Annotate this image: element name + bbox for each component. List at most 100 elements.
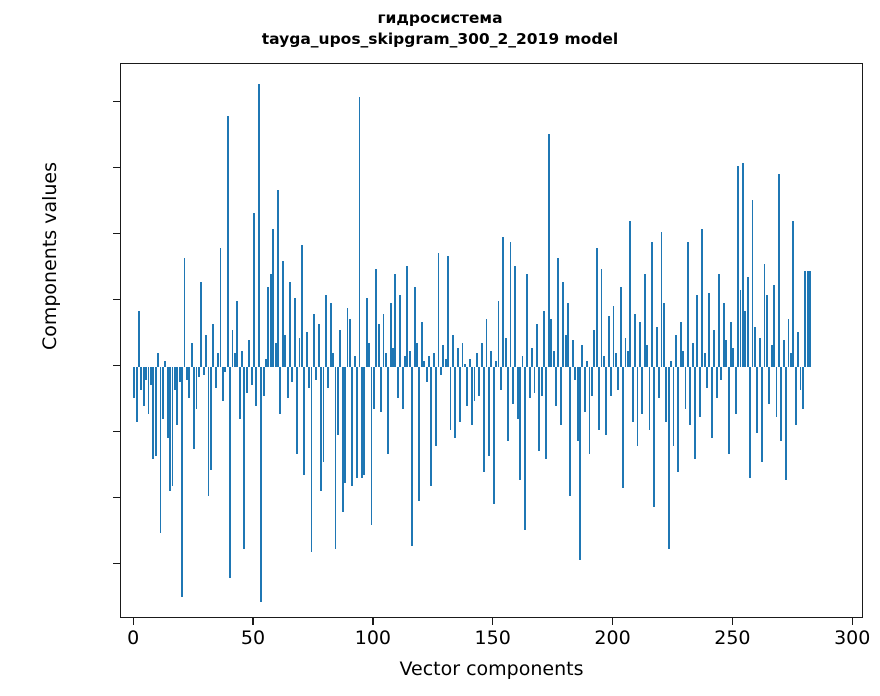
bar [744,311,747,367]
bar [691,342,694,367]
bar [634,313,637,367]
bar [686,242,689,367]
bar [713,329,716,367]
bar [281,260,284,367]
x-tick-label: 100 [354,627,391,649]
bar [185,366,188,380]
bar [612,305,615,367]
bar [684,366,687,409]
bar [209,366,212,470]
bar [574,366,577,380]
bar [514,266,517,367]
bar [140,366,143,391]
bar [765,295,768,367]
bar [231,329,234,367]
bar [449,366,452,431]
bar [706,366,708,388]
bar [641,366,644,415]
bar [555,366,557,407]
bar [188,366,191,399]
bar [241,350,243,367]
bar [492,366,495,505]
bar [499,366,502,391]
bar [207,366,210,497]
bar [296,366,299,454]
bar [375,268,378,367]
bar [730,321,732,367]
bar [622,366,625,489]
bar [368,342,370,367]
bar [358,97,361,367]
bar [571,340,574,367]
bar [636,366,639,446]
bar [722,303,725,367]
bar [272,229,275,367]
bar [593,329,596,367]
bar [677,366,680,473]
y-tick-mark [113,232,120,235]
bar [720,366,723,380]
bar [557,258,560,367]
bar [212,324,215,367]
bar [801,366,804,409]
bar [792,221,795,367]
bar [607,316,610,367]
bar [233,353,236,367]
y-tick-mark [113,497,120,499]
x-axis-label: Vector components [399,658,584,680]
plot-area [120,63,863,618]
bar [794,366,797,425]
bar [727,366,730,454]
bar [286,366,289,399]
bar [442,345,445,367]
bar [547,134,550,367]
bar [260,366,263,602]
bar [799,366,802,391]
bar [535,324,538,367]
bar [787,319,790,367]
bar [313,313,315,367]
bar [257,83,260,367]
x-tick-label: 200 [594,627,631,649]
bar [253,213,255,367]
bar [804,271,807,367]
bar [626,350,629,367]
bar [176,366,179,425]
bar [190,342,193,367]
bar [334,366,337,549]
bar [380,366,382,412]
bar [420,321,423,367]
bar [183,258,186,367]
x-tick-mark [851,618,853,625]
bar [370,366,373,526]
bar [638,321,641,367]
bar [315,366,318,380]
bar [454,366,457,438]
bar [591,366,593,396]
bar [550,319,553,367]
bar [658,366,660,399]
bar [456,348,459,367]
bar [643,274,646,367]
bar [399,295,402,367]
bar [205,334,207,367]
bar [667,366,670,549]
bar [768,366,771,404]
bar [303,366,306,475]
bar [662,303,665,367]
bar [418,366,421,502]
bar [610,366,613,396]
bar [327,366,330,388]
bar [708,292,711,367]
bar [502,237,505,367]
bar [485,319,488,367]
bar [689,366,692,425]
bar [279,366,282,415]
bar [758,337,761,367]
bar [746,276,749,367]
bar [301,245,303,367]
bar [135,366,138,423]
bar [521,356,524,367]
bar [468,358,471,367]
bar [595,247,598,367]
